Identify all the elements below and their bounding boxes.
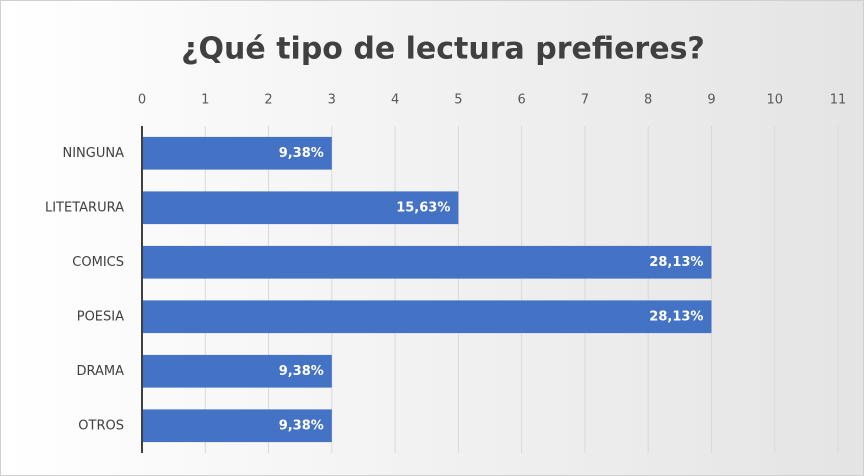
x-tick-label: 9: [707, 93, 715, 108]
y-tick-label: POESIA: [77, 309, 124, 324]
y-tick-label: DRAMA: [76, 364, 124, 379]
x-tick-label: 6: [517, 93, 525, 108]
data-label: 28,13%: [649, 255, 703, 270]
y-tick-label: COMICS: [72, 255, 124, 270]
data-label: 9,38%: [279, 146, 324, 161]
x-tick-label: 2: [264, 93, 272, 108]
y-tick-label: LITETARURA: [45, 200, 124, 215]
bar: [142, 354, 332, 388]
data-label: 28,13%: [649, 309, 703, 324]
x-tick-label: 7: [581, 93, 589, 108]
x-tick-label: 0: [138, 93, 146, 108]
bar: [142, 191, 459, 225]
bar: [142, 409, 332, 443]
x-tick-label: 5: [454, 93, 462, 108]
y-tick-label: OTROS: [78, 418, 124, 433]
chart-title: ¿Qué tipo de lectura prefieres?: [181, 32, 705, 67]
data-label: 15,63%: [396, 200, 450, 215]
bar: [142, 300, 712, 334]
data-label: 9,38%: [279, 364, 324, 379]
x-tick-label: 8: [644, 93, 652, 108]
x-tick-label: 10: [766, 93, 783, 108]
x-tick-label: 3: [328, 93, 336, 108]
x-tick-label: 4: [391, 93, 399, 108]
x-tick-label: 1: [201, 93, 209, 108]
bar: [142, 136, 332, 170]
y-tick-label: NINGUNA: [63, 146, 125, 161]
x-tick-label: 11: [830, 93, 847, 108]
bar: [142, 245, 712, 279]
data-label: 9,38%: [279, 418, 324, 433]
